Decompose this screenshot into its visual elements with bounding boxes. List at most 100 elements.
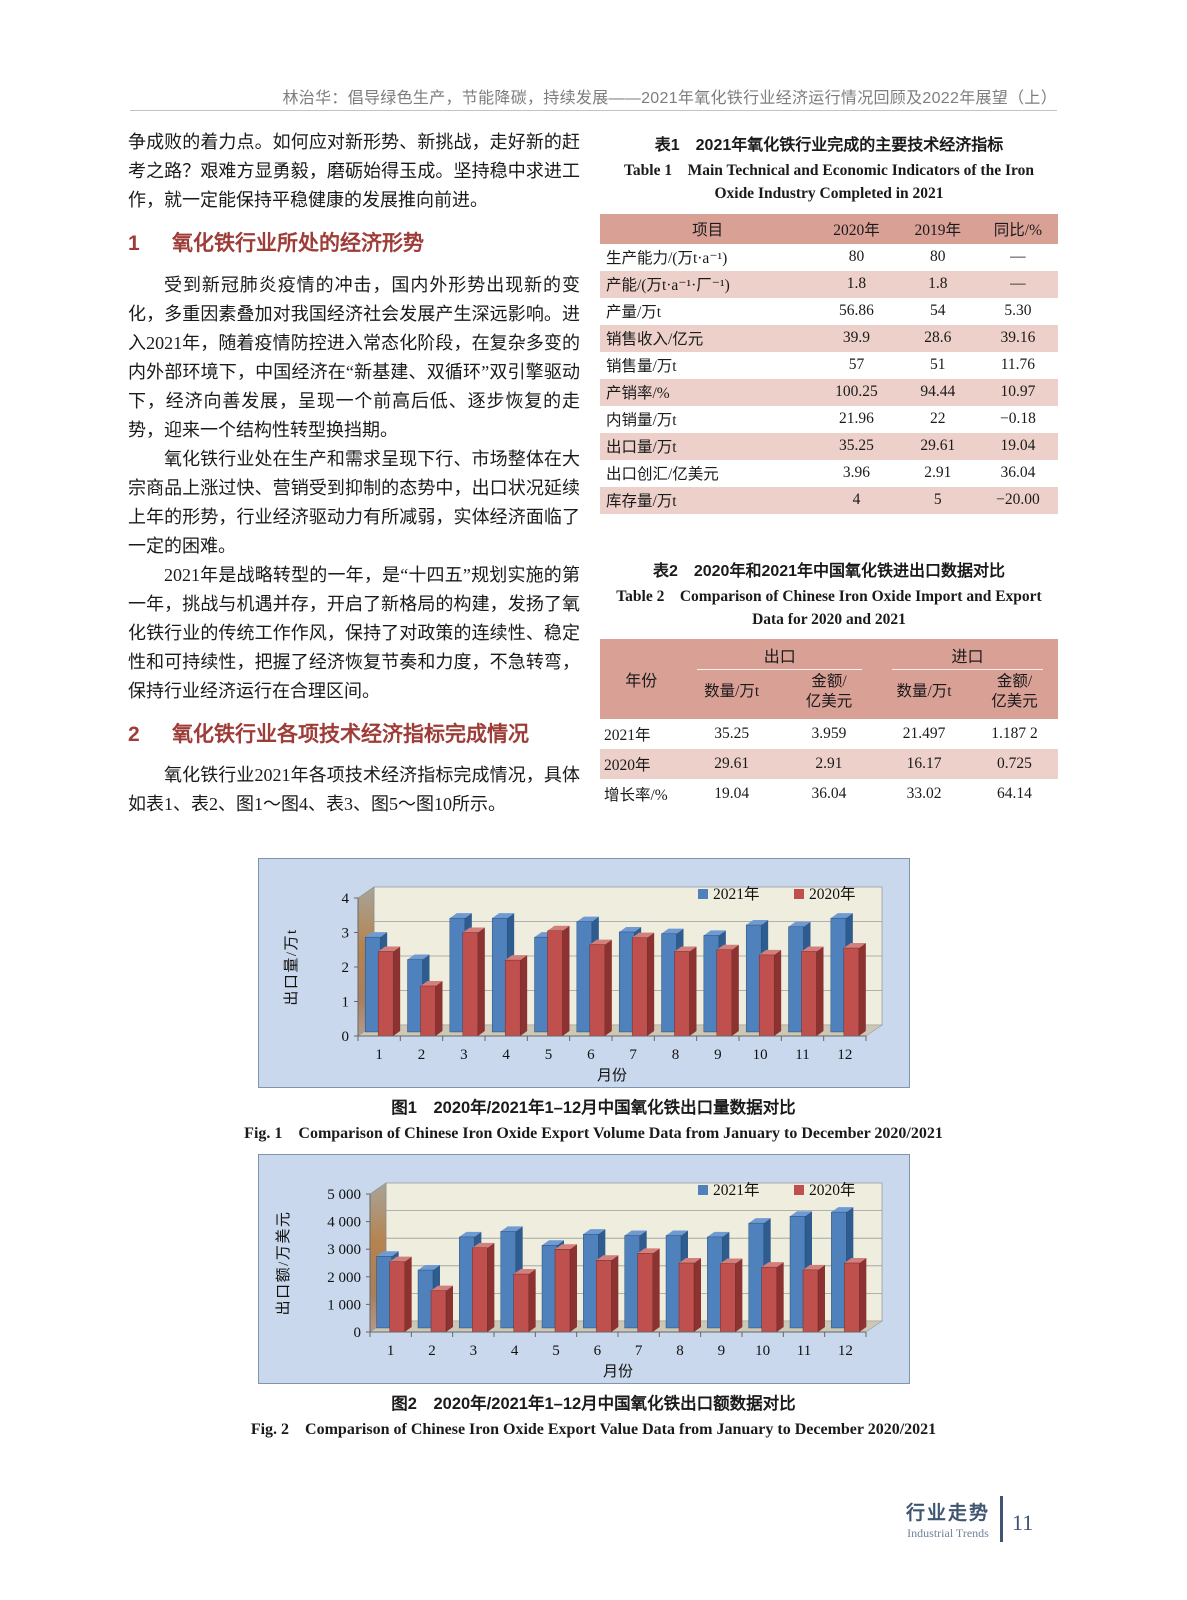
table-row: 产能/(万t·a⁻¹·厂⁻¹) 1.8 1.8 —	[600, 270, 1058, 298]
table-header-group-export: 出口	[682, 639, 878, 672]
svg-text:11: 11	[797, 1343, 811, 1359]
group-label: 进口	[892, 643, 1043, 670]
table-header-cell: 数量/万t	[877, 672, 971, 720]
table-cell: 出口创汇/亿美元	[606, 466, 719, 483]
svg-text:2021年: 2021年	[713, 885, 760, 903]
table-row: 销售收入/亿元 39.9 28.6 39.16	[600, 324, 1058, 352]
table-cell: 64.14	[997, 785, 1032, 803]
table-cell: 29.61	[714, 755, 750, 773]
bar	[462, 927, 485, 1037]
svg-text:4: 4	[511, 1343, 519, 1359]
bar	[554, 1244, 577, 1333]
y-axis-title: 出口量/万t	[283, 928, 300, 1005]
table-cell: 增长率/%	[604, 787, 668, 805]
bar	[547, 925, 570, 1037]
table-row: 销售量/万t 57 51 11.76	[600, 352, 1058, 379]
table-cell: 产能/(万t·a⁻¹·厂⁻¹)	[606, 277, 730, 294]
table-cell: 51	[930, 356, 946, 373]
figure2-caption-zh: 图2 2020年/2021年1–12月中国氧化铁出口额数据对比	[391, 1395, 796, 1413]
table-header-group-import: 进口	[877, 639, 1058, 672]
svg-text:7: 7	[629, 1047, 637, 1063]
y-axis-labels: 0 1 000 2 000 3 000 4 000 5 000	[327, 1187, 361, 1341]
svg-text:2: 2	[342, 960, 350, 976]
table-cell: 80	[930, 248, 946, 265]
svg-text:12: 12	[837, 1047, 852, 1063]
svg-text:9: 9	[718, 1343, 726, 1359]
svg-text:8: 8	[672, 1047, 680, 1063]
table-cell: 内销量/万t	[606, 412, 677, 429]
figure1-caption-zh: 图1 2020年/2021年1–12月中国氧化铁出口量数据对比	[391, 1099, 796, 1117]
svg-text:2: 2	[428, 1343, 436, 1359]
svg-text:6: 6	[587, 1047, 595, 1063]
table-row: 产销率/% 100.25 94.44 10.97	[600, 378, 1058, 406]
svg-text:9: 9	[714, 1047, 722, 1063]
svg-text:2021年: 2021年	[713, 1181, 760, 1199]
legend-swatch-2020	[794, 889, 804, 899]
svg-text:3 000: 3 000	[327, 1242, 361, 1258]
table1: 项目 2020年 2019年 同比/% 生产能力/(万t·a⁻¹) 80 80— 产能/(万…	[600, 213, 1058, 514]
table-header-cell: 2019年	[897, 213, 978, 244]
figure1-chart: 0 1 2 3 4 1 2 3 4 5 6 7 8 9 10 11 12 月份 出口量/万t 2021年 2020年	[258, 858, 910, 1088]
table-row: 2021年 35.25 3.959 21.497 1.187 2	[600, 719, 1058, 749]
table-row: 库存量/万t 4 5 −20.00	[600, 486, 1058, 514]
running-header: 林治华：倡导绿色生产，节能降碳，持续发展——2021年氧化铁行业经济运行情况回顾…	[282, 90, 1057, 107]
paragraph: 氧化铁行业2021年各项技术经济指标完成情况，具体如表1、表2、图1～图4、表3…	[128, 765, 580, 814]
right-column: 表1 2021年氧化铁行业完成的主要技术经济指标 Table 1 Main Te…	[600, 134, 1058, 809]
legend-swatch-2020	[794, 1185, 804, 1195]
svg-text:7: 7	[635, 1343, 643, 1359]
table-row: 产量/万t 56.86 54 5.30	[600, 298, 1058, 325]
section-heading-2: 2 氧化铁行业各项技术经济指标完成情况	[128, 719, 580, 751]
table-cell: 39.9	[842, 329, 871, 346]
table2: 年份 出口 进口 数量/万t 金额/ 亿美元 数量/万t 金额/ 亿美元 202…	[600, 639, 1058, 809]
figure1-caption-en: Fig. 1 Comparison of Chinese Iron Oxide …	[244, 1125, 943, 1142]
header-divider	[130, 110, 1057, 111]
bar	[678, 1258, 701, 1333]
svg-text:10: 10	[753, 1047, 768, 1063]
x-axis-labels: 1 2 3 4 5 6 7 8 9 10 11 12	[387, 1343, 853, 1359]
svg-text:3: 3	[470, 1343, 478, 1359]
svg-text:6: 6	[594, 1343, 602, 1359]
bar	[844, 1258, 867, 1333]
bar	[758, 949, 782, 1037]
table-cell: 产量/万t	[606, 304, 662, 321]
footer-section: 行业走势 Industrial Trends	[906, 1498, 990, 1541]
table-cell: 销售收入/亿元	[606, 331, 704, 348]
table-cell: 2020年	[604, 757, 651, 775]
section-number: 1	[128, 232, 140, 255]
table-cell: 21.96	[839, 410, 874, 427]
table-cell: 出口量/万t	[606, 439, 677, 456]
table-cell: 33.02	[906, 785, 942, 803]
y-axis-labels: 0 1 2 3 4	[342, 891, 350, 1045]
table-cell: 100.25	[835, 383, 878, 400]
table-header-cell: 数量/万t	[682, 672, 781, 720]
bar	[761, 1262, 784, 1333]
footer-divider	[1000, 1496, 1004, 1542]
table-cell: 21.497	[902, 725, 946, 743]
bar	[589, 939, 612, 1037]
table-cell: 5	[933, 491, 942, 508]
table-cell: 36.04	[811, 785, 847, 803]
table-cell: 56.86	[839, 302, 874, 319]
bar	[430, 1285, 453, 1333]
bar	[377, 946, 401, 1037]
table2-header-row-subs: 数量/万t 金额/ 亿美元 数量/万t 金额/ 亿美元	[600, 672, 1058, 720]
table-cell: 94.44	[920, 383, 956, 400]
bar	[420, 980, 443, 1037]
svg-text:3: 3	[342, 926, 350, 942]
axes	[366, 1193, 867, 1337]
table-cell: 0.725	[997, 755, 1032, 773]
table-row: 2020年 29.61 2.91 16.17 0.725	[600, 749, 1058, 780]
table-cell: —	[1010, 275, 1026, 292]
table-cell: —	[1010, 248, 1026, 265]
svg-text:2 000: 2 000	[327, 1270, 361, 1286]
table-header-cell: 金额/ 亿美元	[970, 672, 1058, 720]
table-row: 内销量/万t 21.96 22 −0.18	[600, 406, 1058, 433]
table-cell: 28.6	[924, 329, 952, 346]
table-cell: 54	[930, 302, 946, 319]
paragraph: 受到新冠肺炎疫情的冲击，国内外形势出现新的变化，多重因素叠加对我国经济社会发展产…	[128, 274, 580, 440]
table-header-cell: 金额/ 亿美元	[780, 672, 878, 720]
bars	[376, 1207, 867, 1333]
table2-body: 2021年 35.25 3.959 21.497 1.187 2 2020年 29.61 2.…	[600, 719, 1058, 809]
bar	[802, 1264, 825, 1333]
